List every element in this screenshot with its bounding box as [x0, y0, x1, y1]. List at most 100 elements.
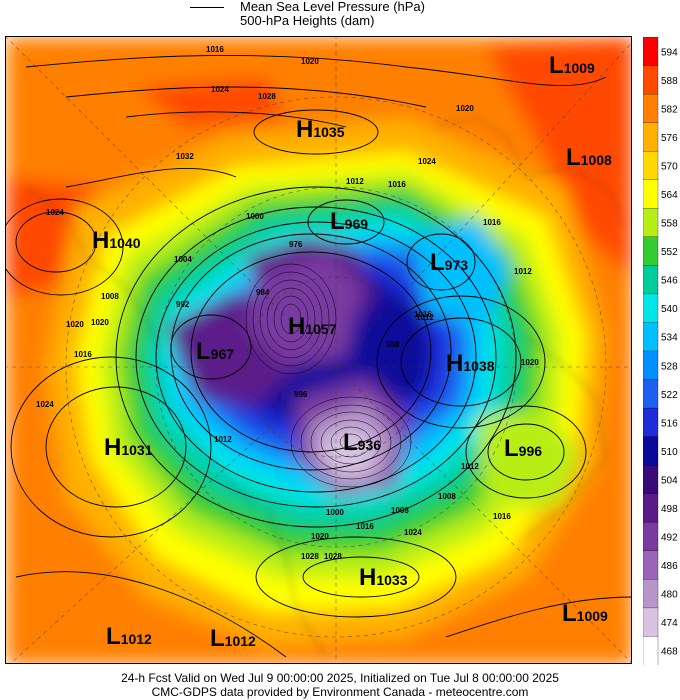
- isobar-polar-ring-3: [155, 221, 477, 493]
- isobar-969-low: [307, 199, 385, 245]
- colorbar-tick-label: 486: [661, 561, 678, 572]
- isobar-label: 1020: [521, 358, 539, 367]
- isobar-label: 1000: [246, 212, 264, 221]
- pressure-system-marker: L1012: [106, 623, 152, 650]
- pressure-system-marker: H1033: [359, 564, 408, 591]
- isobar-1024-north: [125, 111, 347, 128]
- isobar-1035-high: [253, 109, 379, 155]
- height-fill-field: [6, 37, 631, 663]
- colorbar-swatch: [642, 379, 659, 409]
- dense-ring-1057-d: [266, 287, 316, 351]
- weather-map: 1016 1020 1024 1028 1032 1012 1016 1020 …: [5, 36, 632, 664]
- colorbar-tick-label: 492: [661, 533, 678, 544]
- pressure-system-marker: L1012: [210, 625, 256, 652]
- colorbar-tick-label: 516: [661, 418, 678, 429]
- colorbar-tick-label: 546: [661, 276, 678, 287]
- pressure-system-marker: L1009: [549, 52, 595, 79]
- isobar-label: 1024: [418, 157, 436, 166]
- isobar-label: 1028: [324, 552, 342, 561]
- colorbar-tick-label: 498: [661, 504, 678, 515]
- isobar-label: 1024: [404, 528, 422, 537]
- isobar-label: 1020: [66, 320, 84, 329]
- pressure-system-marker: L1008: [566, 144, 612, 171]
- colorbar-swatch: [642, 122, 659, 152]
- pressure-system-marker: L996: [504, 435, 542, 462]
- colorbar-tick-label: 474: [661, 618, 678, 629]
- height-colorbar: 594 588 582 576 570 564 558 552 546 540 534 528 522 5…: [642, 36, 678, 666]
- colorbar-swatch: [642, 607, 659, 638]
- fill-dark-orange-ne: [486, 37, 631, 276]
- isobar-label: 1016: [493, 512, 511, 521]
- data-credit: CMC-GDPS data provided by Environment Ca…: [151, 685, 529, 699]
- isobar-label: 992: [176, 300, 190, 309]
- isobar-polar-ring-2: [135, 206, 497, 508]
- dense-ring-936-b: [300, 404, 402, 480]
- isobar-1020-north: [65, 86, 427, 108]
- isobar-1033-high: [302, 556, 420, 598]
- isobar-polar-ring-1: [115, 186, 517, 528]
- isobar-label: 1024: [46, 208, 64, 217]
- pressure-system-marker: L967: [196, 338, 234, 365]
- colorbar-tick-label: 510: [661, 447, 678, 458]
- isobar-1038-high-outer: [376, 295, 546, 429]
- isobar-label: 1032: [176, 152, 194, 161]
- isobar-label: 1024: [211, 85, 229, 94]
- coastline-africa: [525, 336, 607, 538]
- pressure-system-marker: H1057: [288, 313, 337, 340]
- pressure-system-marker: L936: [343, 429, 381, 456]
- isobar-1038-high: [400, 317, 522, 407]
- isobar-legend-line: [190, 7, 224, 8]
- forecast-valid-time: 24-h Fcst Valid on Wed Jul 9 00:00:00 20…: [121, 671, 559, 685]
- colorbar-tick-label: 528: [661, 361, 678, 372]
- coastline-south-america: [265, 506, 327, 658]
- meridian-4: [335, 366, 631, 663]
- colorbar-tick-label: 522: [661, 390, 678, 401]
- dense-ring-936-f: [339, 433, 363, 451]
- isobar-label: 1020: [456, 104, 474, 113]
- isobar-1040-high-outer: [6, 198, 124, 296]
- pressure-system-marker: L969: [330, 208, 368, 235]
- coastline-europe: [435, 116, 627, 228]
- colorbar-swatch: [642, 322, 659, 352]
- isobar-1032: [65, 168, 237, 188]
- isobar-973-low: [406, 233, 476, 291]
- colorbar-tick-label: 576: [661, 133, 678, 144]
- isobar-label: 984: [256, 288, 270, 297]
- pressure-system-marker: H1031: [104, 434, 153, 461]
- isobar-996-low: [487, 423, 565, 481]
- isobar-label: 1008: [391, 506, 409, 515]
- isobar-label: 1000: [326, 508, 344, 517]
- colorbar-tick-label: 588: [661, 76, 678, 87]
- colorbar-tick-label: 594: [661, 47, 678, 58]
- colorbar-tick-label: 534: [661, 333, 678, 344]
- pressure-system-marker: L973: [430, 249, 468, 276]
- isobar-1031-high: [45, 386, 187, 508]
- colorbar-swatch: [642, 465, 659, 495]
- isobar-1033-high-outer: [255, 536, 457, 618]
- colorbar-tick-label: 468: [661, 647, 678, 658]
- isobar-label: 1016: [74, 350, 92, 359]
- isobar-label: 1028: [301, 552, 319, 561]
- colorbar-tick-label: 558: [661, 219, 678, 230]
- pressure-system-marker: L1009: [562, 600, 608, 627]
- colorbar-swatch: [642, 151, 659, 181]
- colorbar-swatch: [642, 550, 659, 580]
- colorbar-swatch: [642, 36, 659, 67]
- pressure-system-marker: H1038: [446, 350, 495, 377]
- colorbar-swatch: [642, 265, 659, 295]
- isobar-label: 1016: [356, 522, 374, 531]
- isobar-label: 1020: [311, 532, 329, 541]
- isobar-1031-high-outer: [10, 356, 212, 538]
- dense-ring-1057-b: [252, 271, 330, 367]
- fill-violet-center: [246, 252, 361, 367]
- colorbar-swatch: [642, 93, 659, 124]
- mslp-legend-label: Mean Sea Level Pressure (hPa): [240, 0, 425, 14]
- isobar-label: 1016: [414, 310, 432, 319]
- colorbar-swatch: [642, 208, 659, 238]
- isobar-label: 1004: [174, 255, 192, 264]
- coastline-north-america: [25, 186, 257, 508]
- isobar-label: 1008: [101, 292, 119, 301]
- colorbar-canvas: 594 588 582 576 570 564 558 552 546 540 534 528 522 5…: [642, 36, 678, 666]
- map-canvas: 1016 1020 1024 1028 1032 1012 1016 1020 …: [6, 37, 631, 663]
- colorbar-tick-label: 564: [661, 190, 678, 201]
